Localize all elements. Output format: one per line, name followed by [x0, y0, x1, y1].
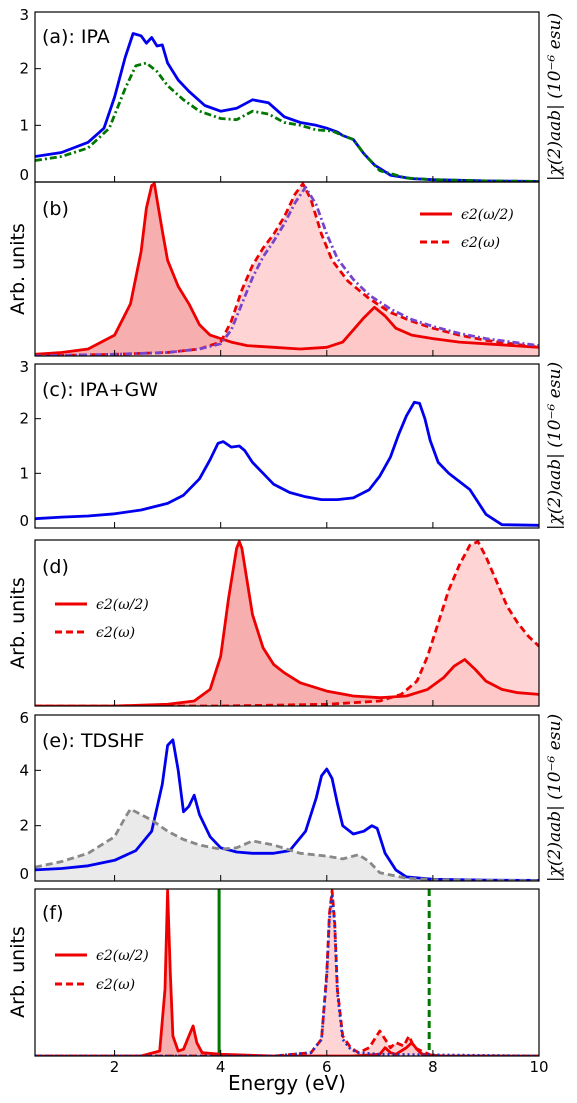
panel-b-frame — [34, 181, 540, 357]
panel-e-frame — [34, 714, 540, 882]
panel-f-series-0-fill — [35, 890, 539, 1056]
panel-c-frame — [34, 363, 540, 529]
panel-a-frame — [34, 11, 540, 183]
panel-e-ytick-label-0: 0 — [19, 865, 29, 883]
panel-d-series-0-line — [35, 540, 539, 706]
panel-b: (b) Arb. units ϵ2(ω/2) ϵ2(ω) — [7, 181, 540, 357]
x-axis-ticks: 2 4 6 8 10 — [110, 176, 549, 1076]
panel-c-label: (c): IPA+GW — [42, 379, 158, 401]
panel-b-series-1-line — [35, 182, 539, 356]
panel-c-ytick-label-3: 3 — [19, 358, 29, 376]
x-axis-label: Energy (eV) — [228, 1071, 346, 1095]
x-tick-label-3: 8 — [428, 1058, 438, 1076]
panel-f-plot — [35, 889, 539, 1056]
panel-b-legend-entry-1: ϵ2(ω/2) — [461, 207, 514, 223]
panel-e-ytick-label-2: 4 — [19, 761, 29, 779]
panel-c-ticks: 0 1 2 3 — [19, 358, 41, 530]
panel-f-legend-entry-1: ϵ2(ω/2) — [96, 948, 149, 964]
panel-d-legend: ϵ2(ω/2) ϵ2(ω) — [55, 597, 149, 641]
x-tick-label-2: 6 — [322, 1058, 332, 1076]
panel-d-plot — [35, 540, 539, 706]
panel-d-legend-entry-2: ϵ2(ω) — [96, 625, 135, 641]
panel-a: 0 1 2 3 (a): IPA |χ(2)aab| (10⁻⁶ esu) — [19, 6, 565, 184]
panel-c-right-label: |χ(2)aab| (10⁻⁶ esu) — [545, 362, 565, 530]
panel-d: (d) Arb. units ϵ2(ω/2) ϵ2(ω) — [7, 539, 540, 707]
panel-e-ytick-label-3: 6 — [19, 709, 29, 727]
panel-a-plot — [35, 32, 539, 182]
panel-f-series-2-line — [35, 892, 539, 1056]
panel-e-right-label: |χ(2)aab| (10⁻⁶ esu) — [545, 714, 565, 882]
panel-b-series-2-line — [35, 185, 539, 356]
panel-f: (f) Arb. units ϵ2(ω/2) ϵ2(ω) 2 4 6 8 10 — [7, 176, 549, 1076]
panel-b-series-1-fill — [35, 183, 539, 356]
x-tick-label-4: 10 — [529, 1058, 548, 1076]
panel-f-legend: ϵ2(ω/2) ϵ2(ω) — [55, 948, 149, 993]
panel-f-series-0-line — [35, 889, 539, 1056]
panel-a-ytick-label-1: 1 — [19, 116, 29, 134]
panel-e-ytick-label-1: 2 — [19, 817, 29, 835]
panel-b-series-0-line — [35, 182, 539, 356]
panel-a-series-0-line — [35, 32, 539, 182]
panel-a-right-label: |χ(2)aab| (10⁻⁶ esu) — [545, 13, 565, 181]
panel-b-label: (b) — [42, 198, 69, 220]
panel-c-ytick-label-0: 0 — [19, 512, 29, 530]
panel-c-series-0-line — [35, 400, 539, 527]
panel-c-plot — [35, 400, 539, 527]
panel-a-series-1-line — [35, 61, 539, 182]
panel-a-ytick-label-0: 0 — [19, 166, 29, 184]
panel-d-series-1-line — [35, 540, 539, 706]
panel-c-ytick-label-2: 2 — [19, 410, 29, 428]
x-tick-label-0: 2 — [110, 1058, 120, 1076]
panel-f-frame — [34, 888, 540, 1057]
panel-e-series-1-line — [35, 807, 539, 881]
panel-f-ylabel: Arb. units — [7, 926, 29, 1018]
panel-b-ylabel: Arb. units — [7, 223, 29, 315]
panel-d-frame — [34, 539, 540, 707]
panel-f-series-1-line — [35, 889, 539, 1056]
panel-b-legend: ϵ2(ω/2) ϵ2(ω) — [420, 207, 514, 251]
panel-f-label: (f) — [42, 902, 64, 924]
panel-c: 0 1 2 3 (c): IPA+GW |χ(2)aab| (10⁻⁶ esu) — [19, 358, 565, 530]
panel-f-legend-entry-2: ϵ2(ω) — [96, 977, 135, 993]
panel-c-ytick-label-1: 1 — [19, 464, 29, 482]
panel-d-ylabel: Arb. units — [7, 577, 29, 669]
panel-e-series-1-fill — [35, 809, 539, 881]
panel-d-label: (d) — [42, 556, 69, 578]
panel-d-series-1-fill — [35, 541, 539, 706]
panel-d-legend-entry-1: ϵ2(ω/2) — [96, 597, 149, 613]
panel-a-ytick-label-2: 2 — [19, 60, 29, 78]
x-tick-label-1: 4 — [216, 1058, 226, 1076]
panel-e-series-0-line — [35, 738, 539, 881]
panel-e-ticks: 0 2 4 6 — [19, 709, 41, 883]
panel-b-legend-entry-2: ϵ2(ω) — [461, 235, 500, 251]
panel-b-plot — [35, 182, 539, 356]
panel-e: 0 2 4 6 (e): TDSHF |χ(2)aab| (10⁻⁶ esu) — [19, 709, 565, 883]
panel-f-series-1-fill — [35, 890, 539, 1056]
panel-e-plot — [35, 738, 539, 881]
panel-e-label: (e): TDSHF — [42, 730, 144, 752]
panel-a-ytick-label-3: 3 — [19, 6, 29, 24]
panel-a-label: (a): IPA — [42, 26, 110, 48]
